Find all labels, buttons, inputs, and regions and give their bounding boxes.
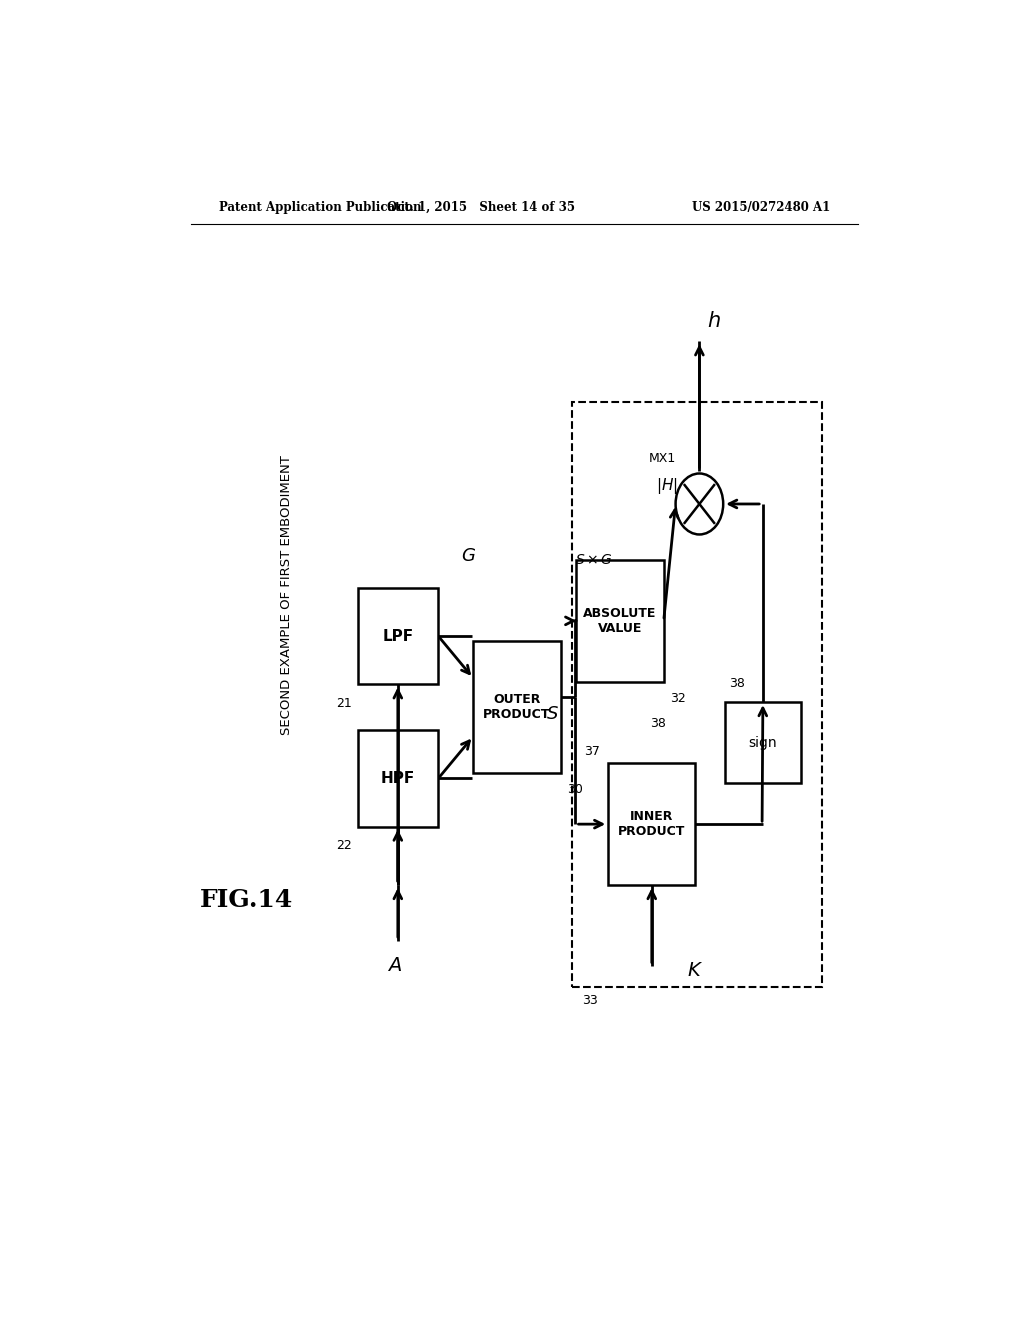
Text: 22: 22 xyxy=(336,840,352,851)
Text: $\mathbf{\mathit{S \times G}}$: $\mathbf{\mathit{S \times G}}$ xyxy=(574,553,612,568)
Bar xyxy=(725,702,801,784)
Text: 38: 38 xyxy=(729,677,745,690)
Text: 32: 32 xyxy=(670,692,686,705)
Text: $\mathbf{\mathit{A}}$: $\mathbf{\mathit{A}}$ xyxy=(387,956,402,975)
Text: OUTER
PRODUCT: OUTER PRODUCT xyxy=(483,693,551,721)
Text: $\mathbf{\mathit{G}}$: $\mathbf{\mathit{G}}$ xyxy=(461,546,476,565)
Text: HPF: HPF xyxy=(381,771,415,785)
Text: $\mathbf{\mathit{|H|}}$: $\mathbf{\mathit{|H|}}$ xyxy=(655,475,678,496)
Text: $\mathbf{\mathit{S}}$: $\mathbf{\mathit{S}}$ xyxy=(546,705,559,723)
Text: 33: 33 xyxy=(582,994,598,1007)
Text: sign: sign xyxy=(749,735,777,750)
Text: SECOND EXAMPLE OF FIRST EMBODIMENT: SECOND EXAMPLE OF FIRST EMBODIMENT xyxy=(281,455,293,735)
Bar xyxy=(572,403,822,987)
Text: 38: 38 xyxy=(650,718,666,730)
Text: LPF: LPF xyxy=(382,628,414,644)
Text: US 2015/0272480 A1: US 2015/0272480 A1 xyxy=(692,201,830,214)
Text: FIG.14: FIG.14 xyxy=(200,888,293,912)
Bar xyxy=(473,642,560,774)
Text: 37: 37 xyxy=(585,744,600,758)
Text: ABSOLUTE
VALUE: ABSOLUTE VALUE xyxy=(584,607,656,635)
Circle shape xyxy=(676,474,723,535)
Text: 21: 21 xyxy=(336,697,352,710)
Text: $\mathbf{\mathit{h}}$: $\mathbf{\mathit{h}}$ xyxy=(708,312,721,331)
Text: Oct. 1, 2015   Sheet 14 of 35: Oct. 1, 2015 Sheet 14 of 35 xyxy=(387,201,575,214)
Text: INNER
PRODUCT: INNER PRODUCT xyxy=(618,810,685,838)
Bar xyxy=(358,587,437,684)
Text: MX1: MX1 xyxy=(648,453,676,466)
Bar xyxy=(358,730,437,826)
Bar xyxy=(608,763,695,886)
Text: Patent Application Publication: Patent Application Publication xyxy=(219,201,422,214)
Bar xyxy=(577,560,664,682)
Text: 30: 30 xyxy=(567,784,583,796)
Text: $\mathbf{\mathit{K}}$: $\mathbf{\mathit{K}}$ xyxy=(687,961,703,981)
